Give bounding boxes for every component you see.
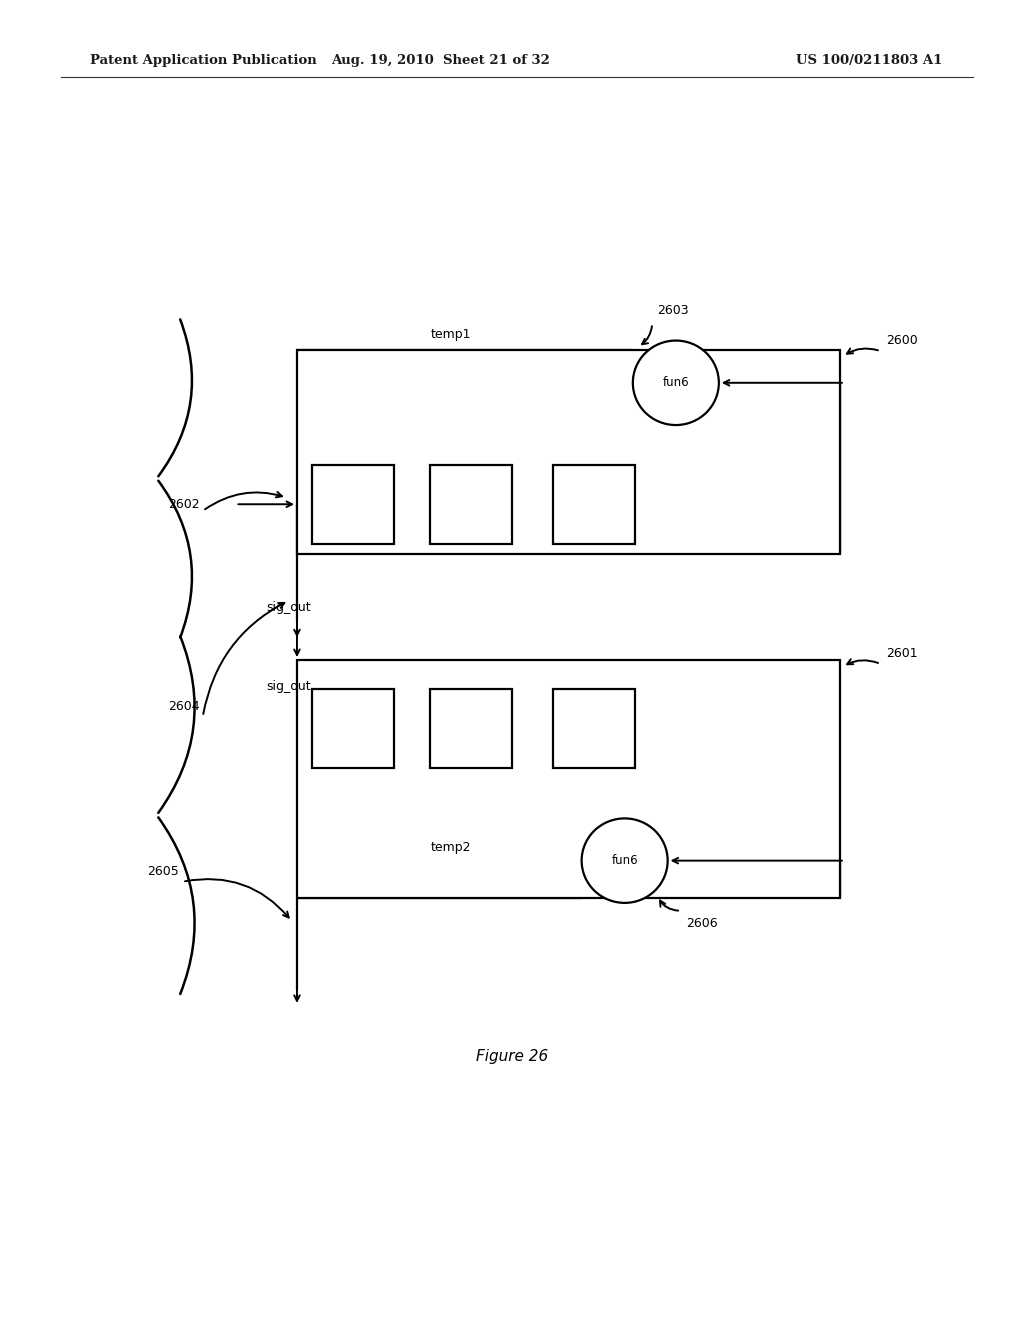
Text: 2600: 2600 <box>886 334 918 347</box>
Text: 2605: 2605 <box>147 865 179 878</box>
Text: 2604: 2604 <box>168 700 200 713</box>
Text: 2602: 2602 <box>168 498 200 511</box>
Ellipse shape <box>633 341 719 425</box>
Text: 2603: 2603 <box>657 304 689 317</box>
Text: temp2: temp2 <box>430 841 471 854</box>
Text: 2601: 2601 <box>886 647 918 660</box>
FancyBboxPatch shape <box>297 660 840 898</box>
FancyBboxPatch shape <box>312 465 394 544</box>
Text: Patent Application Publication: Patent Application Publication <box>90 54 316 67</box>
Text: fun6: fun6 <box>663 376 689 389</box>
Text: temp1: temp1 <box>430 327 471 341</box>
FancyBboxPatch shape <box>297 350 840 554</box>
Text: 2606: 2606 <box>686 917 718 931</box>
FancyBboxPatch shape <box>430 465 512 544</box>
Ellipse shape <box>582 818 668 903</box>
FancyBboxPatch shape <box>430 689 512 768</box>
Text: US 100/0211803 A1: US 100/0211803 A1 <box>796 54 942 67</box>
FancyBboxPatch shape <box>553 689 635 768</box>
Text: sig_out: sig_out <box>266 680 311 693</box>
FancyBboxPatch shape <box>553 465 635 544</box>
Text: Aug. 19, 2010  Sheet 21 of 32: Aug. 19, 2010 Sheet 21 of 32 <box>331 54 550 67</box>
Text: fun6: fun6 <box>611 854 638 867</box>
FancyBboxPatch shape <box>312 689 394 768</box>
Text: Figure 26: Figure 26 <box>476 1048 548 1064</box>
Text: sig_out: sig_out <box>266 601 311 614</box>
